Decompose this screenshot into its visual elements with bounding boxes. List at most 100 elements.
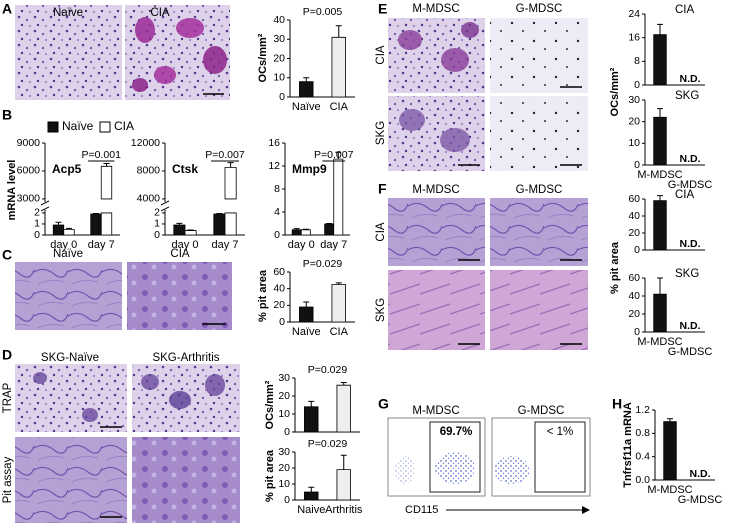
y-tick-label: 6000 xyxy=(17,165,41,177)
image-label: Naïve xyxy=(53,7,83,19)
y-tick-label: 40 xyxy=(273,14,285,26)
micrograph xyxy=(132,437,240,523)
y-tick-label: 10 xyxy=(273,72,285,84)
micrograph xyxy=(15,262,122,330)
bar xyxy=(52,224,65,236)
error-bar xyxy=(293,228,300,230)
x-tick-label: day 7 xyxy=(88,239,115,251)
p-value: P=0.029 xyxy=(303,258,343,270)
image-label: M-MDSC xyxy=(412,405,459,417)
y-tick-label: 1.2 xyxy=(635,404,650,416)
chart-title: Ctsk xyxy=(172,162,198,176)
chart-title: Acp5 xyxy=(52,162,82,176)
legend-label: Naïve xyxy=(62,119,94,133)
micrograph xyxy=(388,270,485,350)
x-tick-label: day 7 xyxy=(212,239,239,251)
y-axis-label: % pit area xyxy=(264,449,276,502)
y-tick-label: 3000 xyxy=(17,193,41,205)
y-tick-label: 20 xyxy=(628,115,640,127)
bar xyxy=(300,229,311,236)
x-tick-label: M-MDSC xyxy=(647,484,692,496)
row-label: CIA xyxy=(375,45,387,65)
micrograph xyxy=(388,96,485,171)
error-bar xyxy=(340,454,347,470)
y-tick-label: 20 xyxy=(273,52,285,64)
y-tick-label: 60 xyxy=(628,193,640,205)
error-bar xyxy=(340,382,347,386)
micrograph-group xyxy=(15,5,230,100)
y-tick-label: 1 xyxy=(154,218,160,230)
error-bar xyxy=(176,222,183,226)
x-tick-label: G-MDSC xyxy=(668,179,713,191)
error-bar xyxy=(55,221,62,226)
x-tick-label: M-MDSC xyxy=(637,169,682,181)
error-bar xyxy=(66,227,72,230)
micrograph xyxy=(490,18,588,93)
image-label: CIA xyxy=(150,7,170,19)
y-tick-label: 10 xyxy=(628,137,640,149)
p-value: P=0.029 xyxy=(308,364,348,376)
y-tick-label: 40 xyxy=(628,210,640,222)
y-tick-label: 0 xyxy=(274,229,280,241)
y-tick-label: 2 xyxy=(34,207,40,219)
error-bar xyxy=(308,486,315,492)
image-label: G-MDSC xyxy=(516,184,563,196)
x-tick-label: Naive xyxy=(297,504,325,516)
y-tick-label: 30 xyxy=(273,33,285,45)
y-tick-label: 8 xyxy=(274,183,280,195)
image-label: SKG-Arthritis xyxy=(152,352,219,364)
p-value: P=0.029 xyxy=(308,438,348,450)
y-tick-label: 40 xyxy=(628,290,640,302)
x-tick-label: day 0 xyxy=(172,239,199,251)
bar xyxy=(213,213,226,236)
y-tick-label: 0 xyxy=(284,494,290,506)
y-tick-label: 40 xyxy=(273,282,285,294)
x-tick-label: Naïve xyxy=(292,326,321,338)
image-label: G-MDSC xyxy=(516,3,563,15)
y-axis-label: mRNA level xyxy=(6,160,18,221)
error-bar xyxy=(326,223,333,225)
p-value: P=0.007 xyxy=(314,149,354,161)
y-tick-label: 0 xyxy=(634,244,640,256)
x-tick-label: M-MDSC xyxy=(637,336,682,348)
cell-cluster xyxy=(494,456,530,484)
y-tick-label: 60 xyxy=(628,272,640,284)
chart-title: SKG xyxy=(675,90,699,102)
row-label: Pit assay xyxy=(2,456,14,503)
y-tick-label: 12000 xyxy=(131,137,160,149)
p-value: P=0.001 xyxy=(82,149,122,161)
error-bar xyxy=(657,277,663,295)
bar xyxy=(653,116,667,166)
micrograph xyxy=(490,96,588,171)
bar xyxy=(90,213,102,236)
bar xyxy=(299,306,314,323)
cell-cluster xyxy=(435,452,475,484)
error-bar xyxy=(302,228,309,230)
y-tick-label: 8000 xyxy=(137,165,161,177)
y-tick-label: 2 xyxy=(154,207,160,219)
y-tick-label: 0.4 xyxy=(635,450,650,462)
y-axis-label: Tnfrsf11a mRNA xyxy=(622,402,634,488)
y-tick-label: 12 xyxy=(268,160,280,172)
y-tick-label: 4 xyxy=(274,206,280,218)
y-tick-label: 8 xyxy=(634,55,640,67)
chart-title: SKG xyxy=(675,268,699,280)
error-bar xyxy=(657,108,663,118)
bar xyxy=(653,34,667,86)
x-tick-label: day 0 xyxy=(50,239,77,251)
error-bar xyxy=(667,418,673,422)
micrograph xyxy=(490,198,588,266)
row-label: TRAP xyxy=(2,382,14,413)
chart-title: CIA xyxy=(675,189,695,201)
legend-swatch xyxy=(47,121,59,133)
x-tick-label: CIA xyxy=(330,101,349,113)
gate xyxy=(429,421,481,493)
error-bar xyxy=(335,282,342,285)
p-value: P=0.007 xyxy=(205,149,245,161)
bar xyxy=(333,158,344,236)
x-tick-label: day 7 xyxy=(320,239,347,251)
y-tick-label: 16 xyxy=(268,137,280,149)
image-label: G-MDSC xyxy=(518,405,565,417)
x-tick-label: Arthritis xyxy=(325,504,363,516)
panel-letter: C xyxy=(2,247,12,263)
